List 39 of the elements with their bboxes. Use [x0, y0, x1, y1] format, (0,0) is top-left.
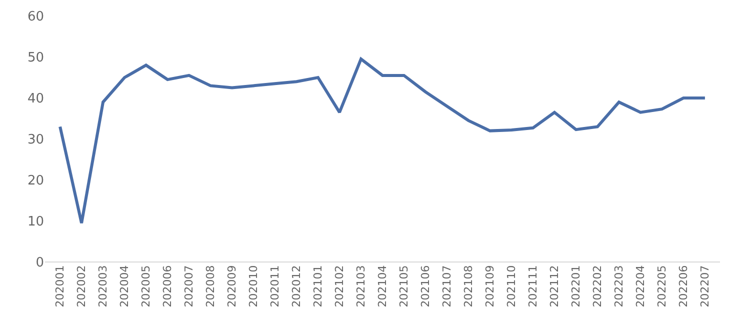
x-tick-label: 202009: [226, 265, 239, 308]
x-tick-label: 202011: [268, 265, 282, 308]
line-series: [58, 58, 706, 225]
x-tick-label: 202107: [440, 265, 454, 308]
x-tick-label: 202205: [656, 265, 669, 308]
x-tick-label: 202104: [376, 265, 390, 308]
x-tick-label: 202204: [634, 265, 648, 308]
x-tick-label: 202007: [182, 265, 196, 308]
y-tick-label: 60: [27, 10, 44, 25]
x-tick-label: 202202: [591, 265, 604, 308]
y-tick-label: 40: [27, 92, 44, 107]
y-tick-label: 50: [27, 50, 44, 66]
x-tick-label: 202004: [118, 265, 132, 308]
x-tick-label: 202110: [505, 265, 518, 308]
x-tick-label: 202005: [140, 265, 153, 308]
x-tick-label: 202111: [526, 265, 540, 308]
y-tick-label: 30: [27, 132, 44, 148]
y-tick-label: 20: [27, 174, 44, 189]
x-tick-label: 202207: [698, 265, 712, 308]
x-tick-label: 202103: [354, 265, 368, 308]
x-tick-label: 202106: [419, 265, 432, 308]
x-tick-label: 202112: [548, 265, 562, 308]
x-tick-label: 202105: [398, 265, 411, 308]
x-tick-label: 202108: [462, 265, 476, 308]
x-tick-label: 202012: [290, 265, 304, 308]
x-tick-label: 202002: [75, 265, 88, 308]
x-tick-label: 202008: [204, 265, 218, 308]
x-tick-label: 202001: [54, 265, 67, 308]
x-tick-label: 202006: [161, 265, 174, 308]
y-tick-label: 0: [36, 256, 44, 271]
x-tick-label: 202003: [96, 265, 110, 308]
x-tick-label: 202101: [312, 265, 325, 308]
y-tick-label: 10: [27, 214, 44, 230]
x-tick-label: 202109: [484, 265, 497, 308]
x-tick-label: 202203: [612, 265, 626, 308]
x-tick-label: 202010: [247, 265, 260, 308]
x-tick-label: 202206: [677, 265, 690, 308]
x-tick-label: 202201: [570, 265, 583, 308]
x-tick-label: 202102: [333, 265, 346, 308]
